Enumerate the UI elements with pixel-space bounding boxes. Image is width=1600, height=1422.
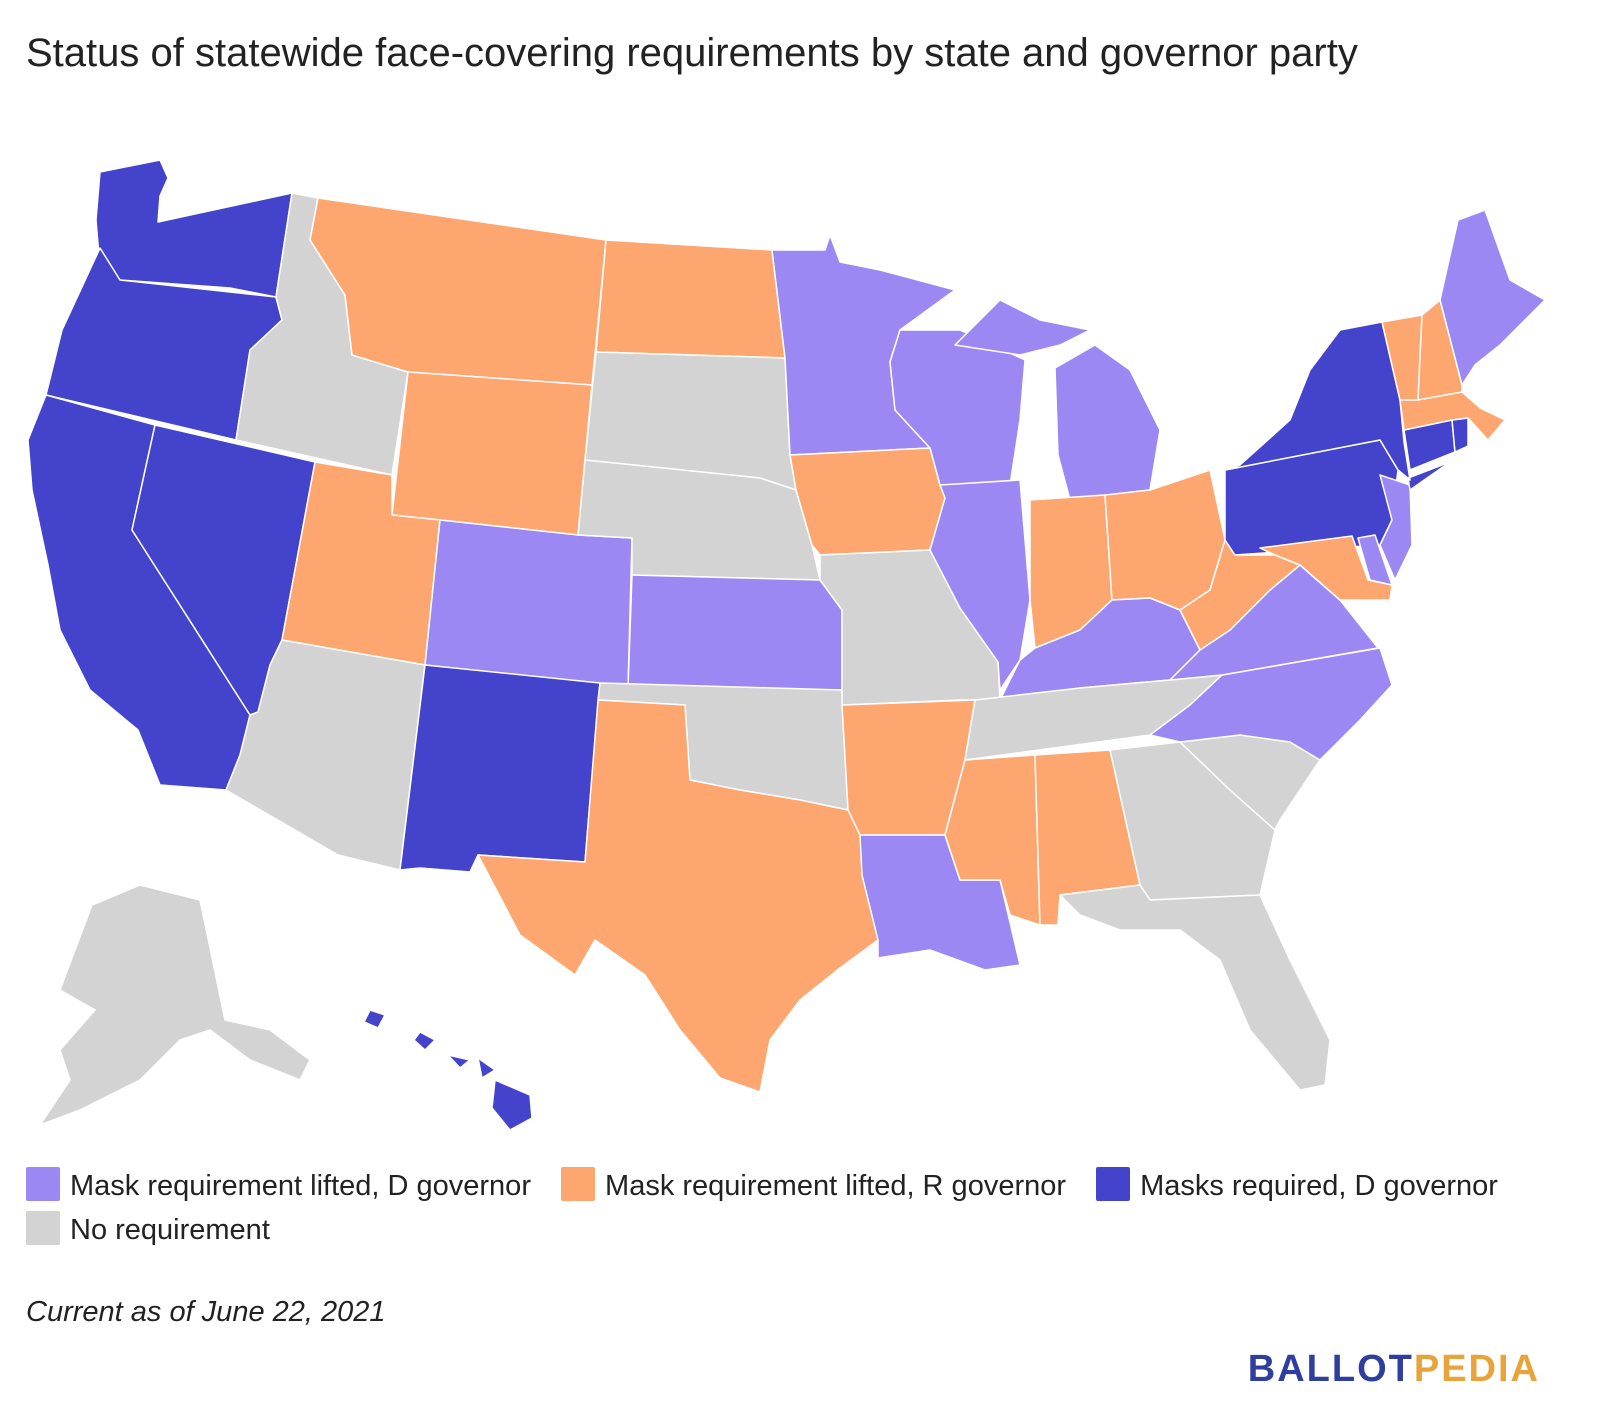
legend-item-lifted-r: Mask requirement lifted, R governor xyxy=(561,1167,1067,1202)
state-MA xyxy=(1399,391,1506,441)
state-WA xyxy=(95,159,293,298)
state-ME xyxy=(1439,209,1546,386)
legend-swatch xyxy=(26,1167,60,1201)
state-MI xyxy=(954,299,1161,501)
state-TX xyxy=(477,699,879,1093)
legend: Mask requirement lifted, D governor Mask… xyxy=(26,1164,1546,1252)
chart-title: Status of statewide face-covering requir… xyxy=(26,31,1358,75)
state-RI xyxy=(1451,417,1469,453)
state-HI xyxy=(363,1009,533,1131)
current-as-of-note: Current as of June 22, 2021 xyxy=(26,1296,386,1328)
state-NC xyxy=(1149,647,1393,761)
state-IL xyxy=(929,479,1031,691)
logo-part-pedia: PEDIA xyxy=(1413,1348,1540,1390)
legend-label: No requirement xyxy=(70,1214,270,1246)
state-FL xyxy=(1059,884,1331,1091)
legend-item-lifted-d: Mask requirement lifted, D governor xyxy=(26,1167,531,1202)
state-ND xyxy=(595,239,786,359)
logo-part-ballot: BALLOT xyxy=(1247,1348,1414,1390)
state-MD xyxy=(1259,535,1393,601)
legend-label: Masks required, D governor xyxy=(1140,1170,1498,1202)
legend-item-none: No requirement xyxy=(26,1211,270,1246)
state-NY xyxy=(1224,321,1451,491)
state-WY xyxy=(391,371,593,536)
state-KS xyxy=(627,574,843,691)
legend-swatch xyxy=(26,1211,60,1245)
legend-swatch xyxy=(561,1167,596,1201)
legend-item-required-d: Masks required, D governor xyxy=(1096,1167,1498,1202)
legend-label: Mask requirement lifted, D governor xyxy=(70,1170,531,1202)
state-NH xyxy=(1417,299,1463,401)
legend-swatch xyxy=(1096,1167,1131,1201)
legend-label: Mask requirement lifted, R governor xyxy=(605,1170,1067,1202)
state-AK xyxy=(39,884,311,1126)
state-IA xyxy=(789,447,946,556)
state-NM xyxy=(399,664,601,873)
state-CO xyxy=(424,519,633,689)
ballotpedia-logo: BALLOTPEDIA xyxy=(1248,1348,1540,1391)
state-DE xyxy=(1357,534,1393,586)
